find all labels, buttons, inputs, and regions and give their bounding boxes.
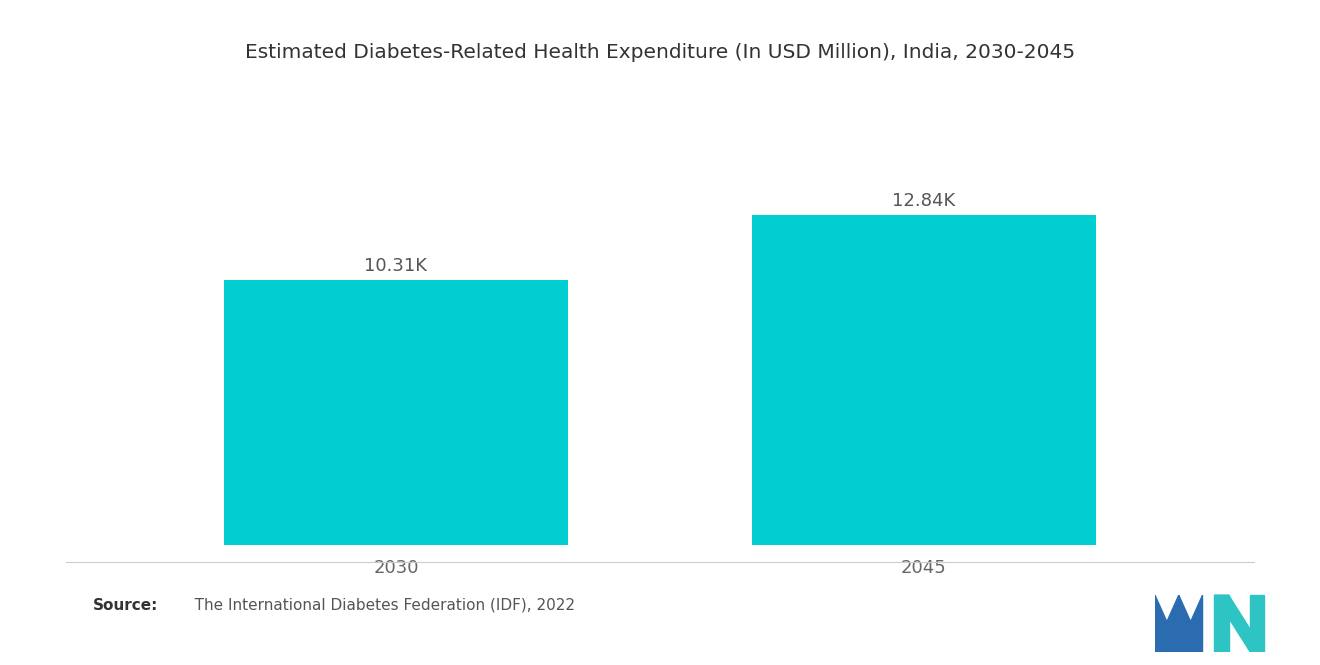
- Polygon shape: [1179, 595, 1203, 652]
- Text: 12.84K: 12.84K: [892, 192, 956, 210]
- Text: Source:: Source:: [92, 598, 158, 612]
- Text: 10.31K: 10.31K: [364, 257, 428, 275]
- Bar: [224, 280, 568, 545]
- Text: Estimated Diabetes-Related Health Expenditure (In USD Million), India, 2030-2045: Estimated Diabetes-Related Health Expend…: [246, 43, 1074, 63]
- Bar: [752, 215, 1096, 545]
- Polygon shape: [1250, 595, 1265, 652]
- Polygon shape: [1155, 595, 1179, 652]
- Polygon shape: [1214, 595, 1229, 652]
- Polygon shape: [1214, 595, 1265, 652]
- Text: The International Diabetes Federation (IDF), 2022: The International Diabetes Federation (I…: [180, 598, 574, 612]
